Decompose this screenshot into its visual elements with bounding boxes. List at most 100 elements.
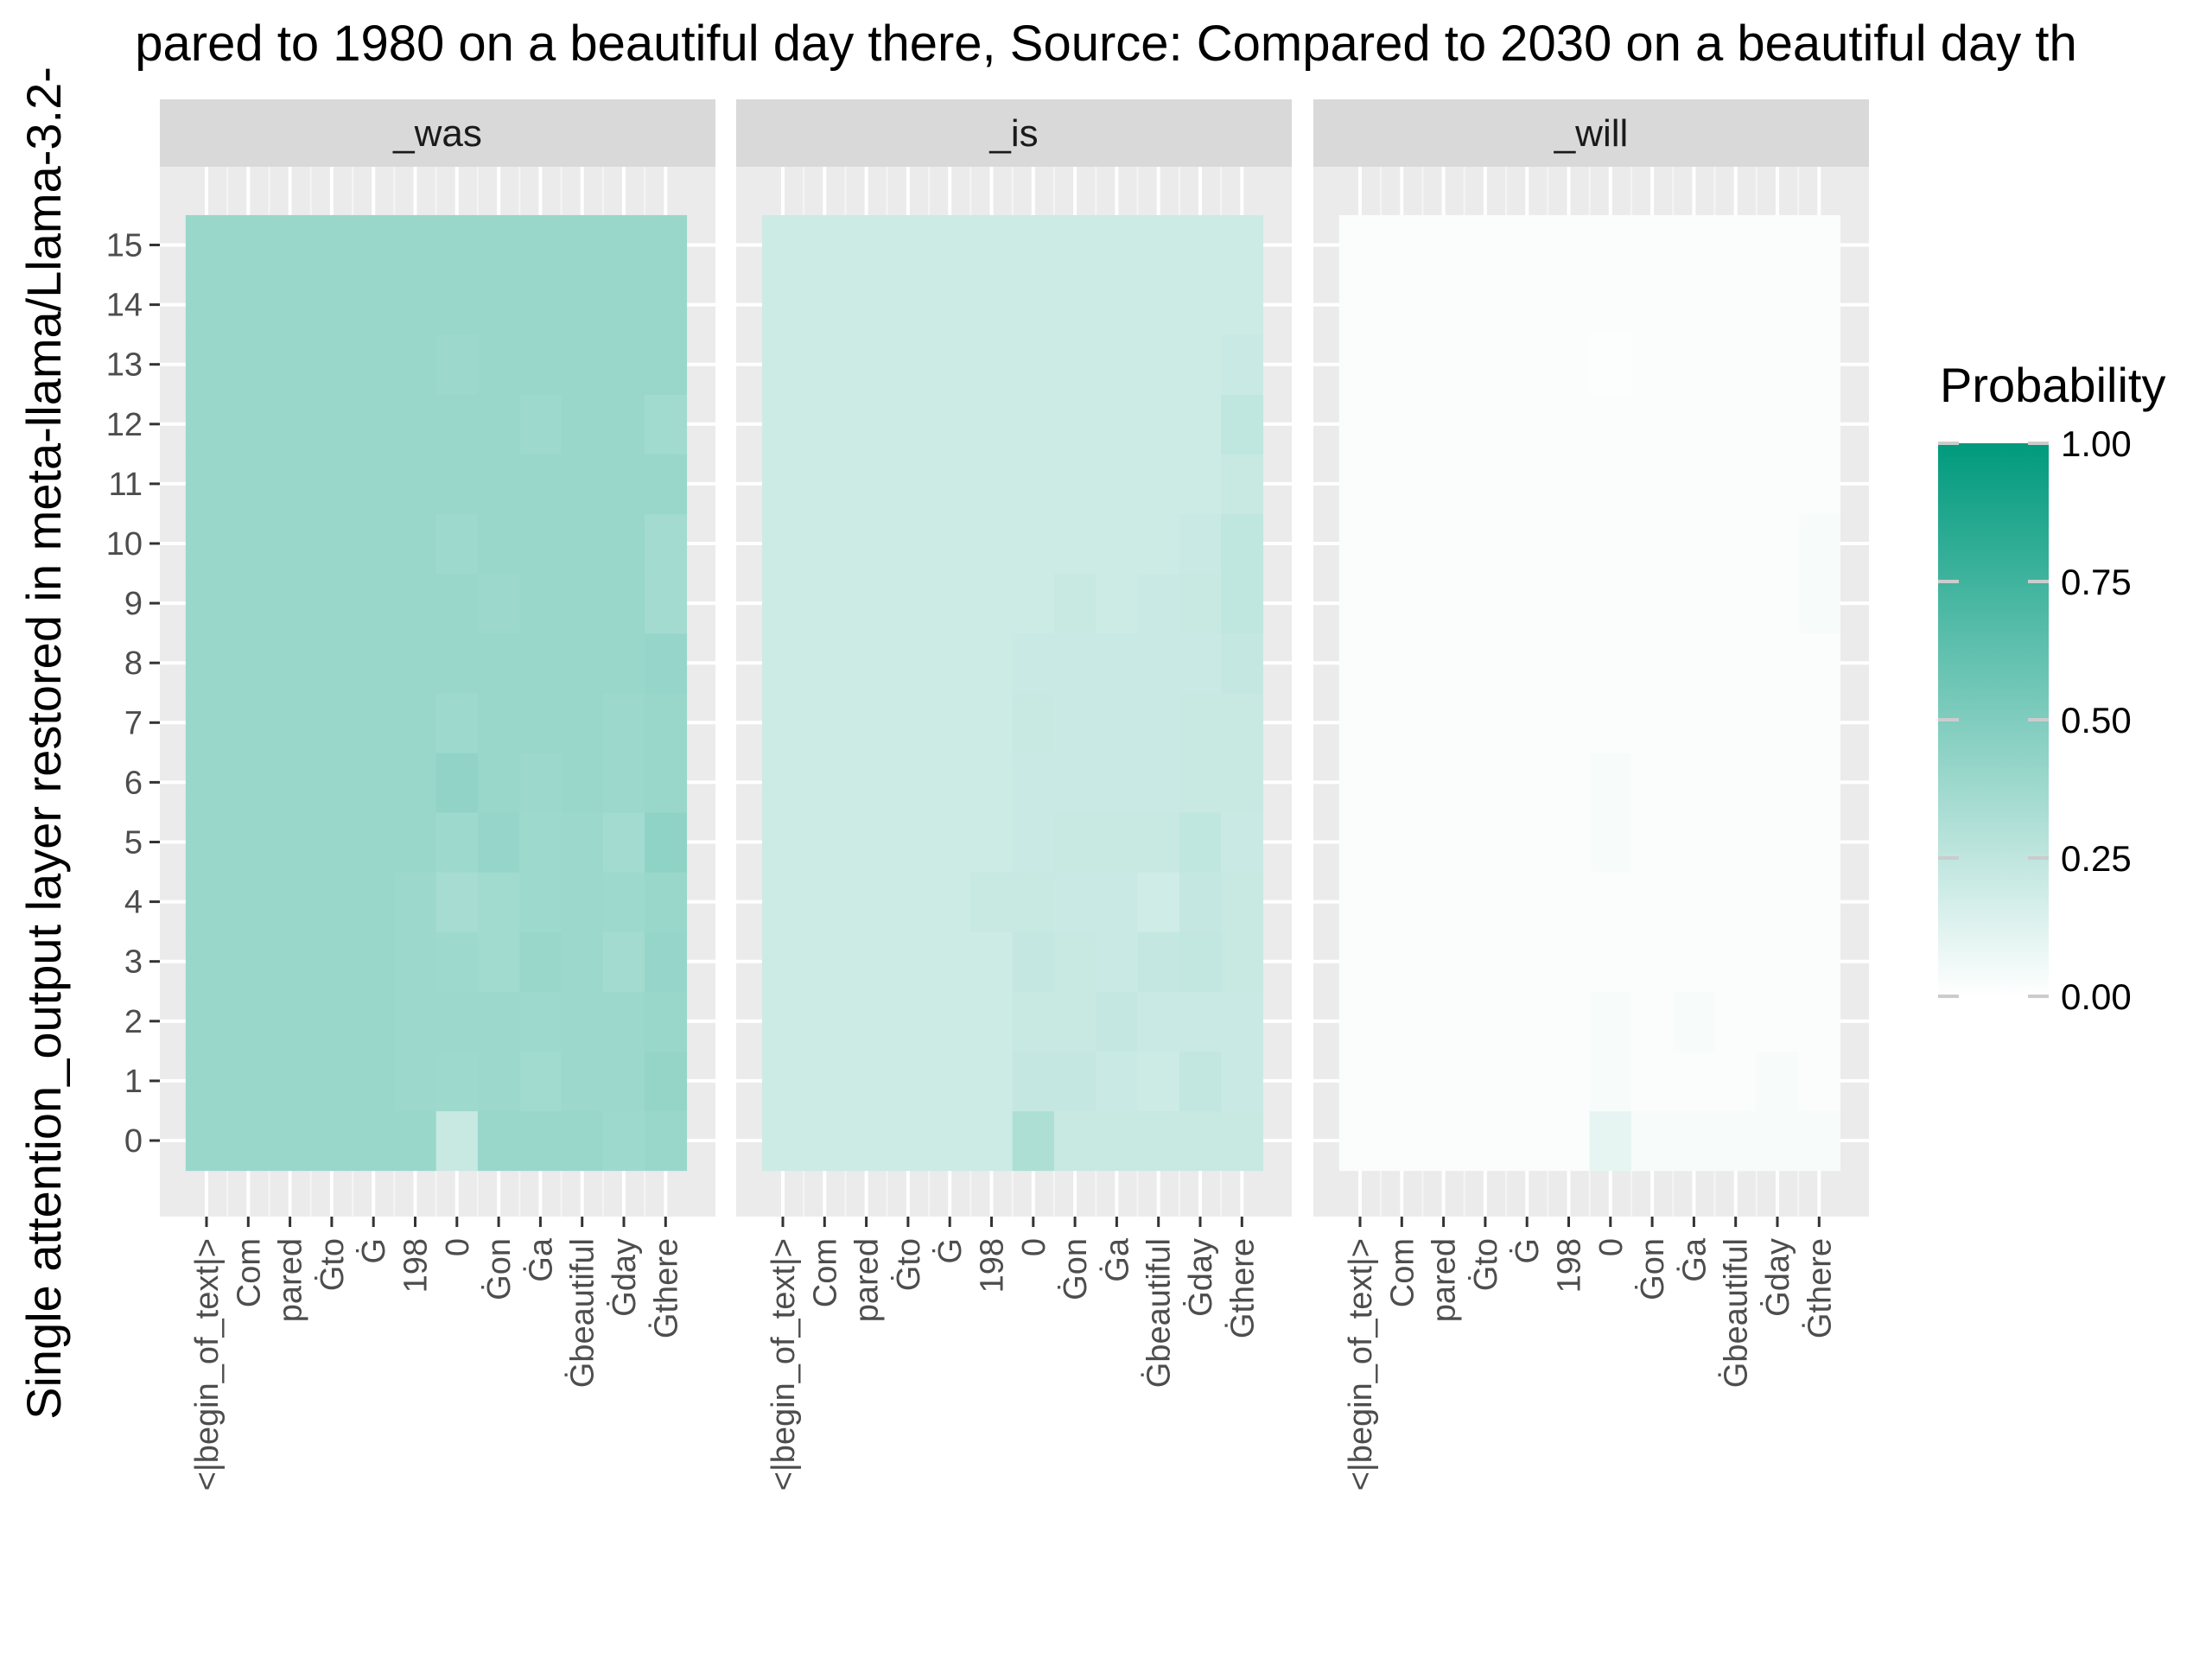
heatmap-cell <box>1798 214 1841 276</box>
heatmap-cell <box>1630 632 1674 694</box>
heatmap-cell <box>1464 394 1507 454</box>
x-tick-label: pared <box>1427 1238 1463 1322</box>
heatmap-cell <box>1798 872 1841 932</box>
heatmap-cell <box>1798 811 1841 873</box>
x-tick-label: Com <box>807 1238 843 1307</box>
heatmap-cell <box>1338 275 1382 335</box>
heatmap-cell <box>1714 931 1758 992</box>
heatmap-cell <box>761 573 804 634</box>
heatmap-cell <box>561 334 604 395</box>
heatmap-cell <box>1630 214 1674 276</box>
y-tick-label: 12 <box>106 407 143 443</box>
heatmap-cell <box>1798 394 1841 454</box>
heatmap-cell <box>970 931 1014 992</box>
heatmap-cell <box>353 214 395 276</box>
heatmap-cell <box>1179 275 1222 335</box>
heatmap-cell <box>1221 394 1264 454</box>
heatmap-cell <box>1548 275 1591 335</box>
heatmap-cell <box>1012 931 1055 992</box>
heatmap-cell <box>394 811 437 873</box>
heatmap-cell <box>1221 811 1264 873</box>
heatmap-cell <box>1464 1051 1507 1112</box>
heatmap-cell <box>845 573 888 634</box>
heatmap-cell <box>929 872 971 932</box>
heatmap-cell <box>602 334 645 395</box>
heatmap-cell <box>645 632 688 694</box>
heatmap-cell <box>1179 632 1222 694</box>
heatmap-cell <box>227 1051 270 1112</box>
heatmap-cell <box>310 334 353 395</box>
heatmap-cell <box>1053 632 1096 694</box>
heatmap-cell <box>1096 513 1139 575</box>
heatmap-cell <box>477 692 520 753</box>
heatmap-cell <box>929 752 971 813</box>
heatmap-cell <box>1053 1051 1096 1112</box>
heatmap-cell <box>353 931 395 992</box>
heatmap-cell <box>1221 513 1264 575</box>
heatmap-cell <box>185 513 228 575</box>
heatmap-cell <box>477 394 520 454</box>
facet-panel: _was <|begin_of_text|> Com pared Ġto Ġ 198 0 Ġon… <box>160 99 715 1491</box>
heatmap-cell <box>394 334 437 395</box>
heatmap-cell <box>477 334 520 395</box>
heatmap-cell <box>269 1051 312 1112</box>
heatmap-cell <box>1012 275 1055 335</box>
heatmap-cell <box>1589 1110 1632 1172</box>
heatmap-cell <box>353 692 395 753</box>
heatmap-cell <box>1422 991 1465 1052</box>
heatmap-cell <box>561 573 604 634</box>
heatmap-cell <box>1630 394 1674 454</box>
heatmap-cell <box>761 692 804 753</box>
heatmap-cell <box>845 214 888 276</box>
heatmap-cell <box>602 454 645 515</box>
heatmap-cell <box>1548 214 1591 276</box>
heatmap-cell <box>1422 931 1465 992</box>
heatmap-cell <box>1012 513 1055 575</box>
heatmap-cell <box>602 275 645 335</box>
heatmap-cell <box>1589 991 1632 1052</box>
heatmap-cell <box>1137 394 1180 454</box>
facet-strip <box>736 99 1292 167</box>
heatmap-cell <box>1673 454 1716 515</box>
heatmap-cell <box>602 214 645 276</box>
y-tick-label: 1 <box>124 1064 143 1100</box>
heatmap-cell <box>1548 991 1591 1052</box>
x-tick-label: 0 <box>1016 1238 1052 1256</box>
heatmap-cell <box>1221 752 1264 813</box>
y-tick-label: 4 <box>124 885 143 921</box>
facet-panels: _was<|begin_of_text|> Com pared Ġto Ġ 198 0 Ġon… <box>106 99 1869 1491</box>
legend-title: Probability <box>1940 358 2165 412</box>
heatmap-cell <box>1221 931 1264 992</box>
heatmap-cell <box>970 632 1014 694</box>
heatmap-cell <box>1012 692 1055 753</box>
heatmap-cell <box>1381 811 1424 873</box>
heatmap-cell <box>394 632 437 694</box>
heatmap-cell <box>353 632 395 694</box>
heatmap-cell <box>845 692 888 753</box>
heatmap-cell <box>761 454 804 515</box>
heatmap-cell <box>1464 931 1507 992</box>
heatmap-cell <box>804 275 847 335</box>
heatmap-cell <box>1221 1110 1264 1172</box>
heatmap-cell <box>353 752 395 813</box>
heatmap-cell <box>477 513 520 575</box>
heatmap-cell <box>970 752 1014 813</box>
heatmap-cell <box>761 991 804 1052</box>
heatmap-cell <box>1506 931 1548 992</box>
heatmap-cell <box>1630 931 1674 992</box>
heatmap-cell <box>1756 632 1799 694</box>
heatmap-cell <box>269 1110 312 1172</box>
heatmap-cell <box>519 334 563 395</box>
heatmap-cell <box>1589 454 1632 515</box>
heatmap-cell <box>1381 394 1424 454</box>
heatmap-cell <box>1096 692 1139 753</box>
heatmap-cell <box>804 931 847 992</box>
heatmap-cell <box>887 573 930 634</box>
facet-strip-label: _will <box>1554 112 1629 155</box>
heatmap-cell <box>1714 454 1758 515</box>
heatmap-cell <box>269 632 312 694</box>
heatmap-cell <box>477 1051 520 1112</box>
heatmap-cell <box>1714 275 1758 335</box>
heatmap-cell <box>353 1051 395 1112</box>
heatmap-cell <box>1338 1051 1382 1112</box>
